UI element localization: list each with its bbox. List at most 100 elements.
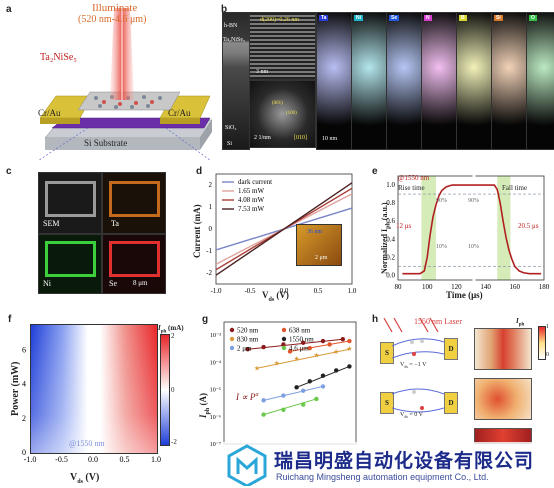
- e-ytick: 0.8: [386, 199, 395, 207]
- ta-label: Ta: [111, 219, 119, 228]
- photocurrent-heatmap: @1550 nm: [30, 324, 158, 454]
- fft-spot-100: (100): [286, 111, 297, 116]
- g-data-point: [301, 388, 306, 393]
- f-ytick: 6: [22, 346, 26, 355]
- f-xtick: -0.5: [55, 455, 68, 464]
- cbar-tick-max: 2: [171, 332, 175, 340]
- d-ytick: -2: [206, 269, 212, 277]
- heatmap-colorbar: [160, 334, 170, 446]
- iv-chart: -1.0 -0.5 0.0 0.5 1.0 -2 -1 0 1 2 dark current1.65…: [206, 173, 357, 295]
- h-cbar-min: 0: [546, 352, 549, 358]
- sio2-label: SiO₂: [225, 125, 237, 131]
- eds-label-se: Se: [389, 15, 400, 21]
- g-ytick: 10⁻³: [210, 333, 221, 339]
- h-colorbar: [538, 326, 546, 360]
- g-data-point: [301, 340, 306, 345]
- d-xtick: -1.0: [210, 287, 222, 295]
- eds-scale-bar: 10 nm: [322, 136, 338, 142]
- eds-map-ta: Ta: [316, 12, 352, 150]
- electrode-left-label: Cr/Au: [38, 108, 61, 118]
- watermark-en: Ruichang Mingsheng automation equipment …: [276, 472, 489, 482]
- photocurrent-map-2: [474, 378, 532, 420]
- fft-spot-001: (001): [272, 101, 283, 106]
- g-data-point: ★: [274, 359, 280, 367]
- g-legend-label: 4.6 μm: [289, 345, 309, 353]
- hbn-label: hBN: [152, 76, 170, 86]
- panel-label-a: a: [6, 4, 12, 15]
- fft-scale: 2 1/nm: [254, 135, 271, 141]
- g-ytick: 10⁻⁵: [210, 388, 221, 394]
- g-data-point: ★: [313, 351, 319, 359]
- eds-scale: 8 μm: [133, 279, 148, 287]
- company-logo-icon: [227, 444, 267, 486]
- g-legend-marker: [229, 327, 235, 333]
- g-data-point: [301, 402, 306, 407]
- g-data-point: [347, 364, 352, 369]
- illuminate-label: Illuminate: [92, 2, 138, 14]
- afm-scale: 2 μm: [315, 255, 328, 261]
- device-schematic: [38, 8, 213, 160]
- g-data-point: [347, 338, 352, 344]
- g-legend-label: 638 nm: [289, 327, 311, 335]
- e-ytick: 1.0: [386, 181, 395, 189]
- f-annotation: @1550 nm: [69, 439, 105, 448]
- g-legend-label: 520 nm: [237, 327, 259, 335]
- e-xtick: 180: [539, 283, 550, 291]
- g-legend-marker: [229, 345, 235, 351]
- p90-right: 90%: [468, 198, 479, 204]
- g-data-point: [281, 407, 286, 412]
- d-ytick: -1: [206, 247, 212, 255]
- panel-label-c: c: [6, 166, 12, 177]
- g-legend-marker: [281, 336, 287, 342]
- eds-label-o: O: [529, 15, 537, 21]
- drain-2: D: [444, 392, 458, 414]
- eds-map-n: N: [421, 12, 457, 150]
- e-annotation: @1550 nm: [398, 174, 430, 182]
- g-data-point: ★: [293, 355, 299, 363]
- d-xtick: -0.5: [244, 287, 256, 295]
- cross-section-stem: h-BN Ta₂NiSe₅ SiO₂ Si: [222, 12, 250, 150]
- eds-label-ta: Ta: [319, 15, 329, 21]
- material-label: Ta₂NiSe₅: [40, 52, 77, 63]
- eds-label-ni: Ni: [354, 15, 363, 21]
- g-data-point: [281, 393, 286, 398]
- afm-inset: 36 nm 2 μm: [296, 224, 342, 266]
- d-xlabel: Vds (V): [262, 290, 289, 303]
- g-data-point: ★: [346, 345, 352, 353]
- watermark-banner: 瑞昌明盛自动化设备有限公司 Ruichang Mingsheng automat…: [222, 442, 554, 488]
- g-data-point: [245, 347, 250, 352]
- heatmap-axes: -1.0 -0.5 0.0 0.5 1.0 0 2 4 6: [22, 346, 161, 464]
- g-ytick: 10⁻⁷: [210, 442, 221, 448]
- e-xtick: 100: [422, 283, 433, 291]
- d-ytick: 2: [209, 181, 213, 189]
- p10-left: 10%: [436, 244, 447, 250]
- eds-map-ni: Ni: [351, 12, 387, 150]
- cbar-tick-min: -2: [171, 438, 177, 446]
- d-legend-label: 4.08 mW: [238, 196, 264, 204]
- laser-label: 1550 nm Laser: [414, 317, 462, 326]
- g-data-point: ★: [254, 364, 260, 372]
- e-ytick: 0.0: [386, 271, 395, 279]
- p90-left: 90%: [436, 198, 447, 204]
- g-fit-line: [256, 348, 350, 369]
- zone-axis: [010]: [294, 135, 307, 141]
- g-data-point: [307, 345, 312, 351]
- e-xtick: 80: [395, 283, 403, 291]
- cbar-title: Iph (mA): [158, 324, 184, 335]
- se-map: Se 8 μm: [102, 234, 166, 294]
- si-label: Si: [227, 141, 233, 147]
- f-ytick: 4: [22, 380, 26, 389]
- g-fit-line: [289, 340, 350, 352]
- response-chart: 80 100 120 140 160 180 0.0 0.2 0.4 0.6 0.8 1.0: [386, 175, 550, 291]
- ta-map: Ta: [102, 172, 166, 234]
- g-data-point: [261, 412, 266, 417]
- axis-break: [472, 175, 476, 281]
- h-cbar-max: 1: [546, 324, 549, 330]
- panel-label-d: d: [196, 166, 203, 177]
- source-1: S: [380, 342, 394, 364]
- eds-label-b: B: [459, 15, 467, 21]
- g-fit-line: [263, 398, 317, 416]
- g-legend-marker: [281, 345, 287, 351]
- e-ylabel: Normalized Iph (a.u.): [380, 202, 392, 274]
- drain-1: D: [444, 338, 458, 360]
